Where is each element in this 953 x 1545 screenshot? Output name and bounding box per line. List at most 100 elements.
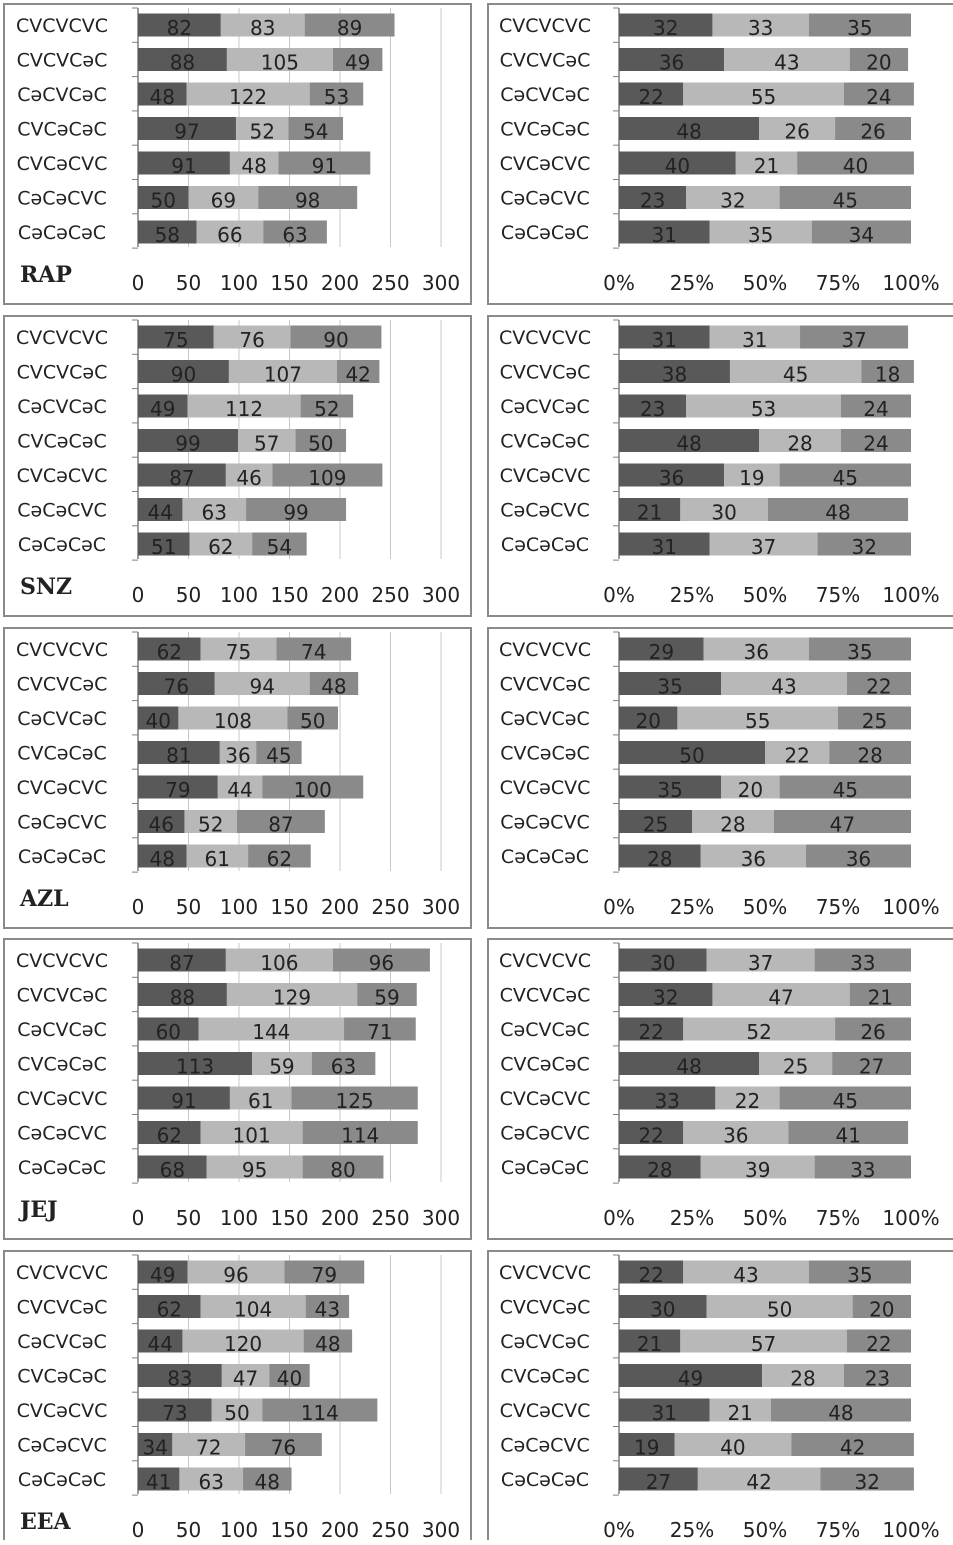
category-label: CəCəCVC (17, 500, 106, 522)
bar-segment-1 (619, 637, 704, 661)
bar-segment-2 (709, 325, 801, 349)
bar-segment-3 (300, 394, 354, 418)
data-label: 28 (720, 813, 745, 837)
data-label: 48 (315, 1332, 340, 1356)
bar-segment-2 (692, 810, 774, 833)
data-label: 35 (748, 223, 773, 247)
data-label: 20 (738, 778, 763, 802)
data-label: 21 (727, 1401, 752, 1425)
category-label: CVCVCVC (16, 639, 108, 661)
data-label: 97 (174, 120, 199, 144)
category-label: CəCəCVC (17, 1435, 106, 1457)
data-label: 49 (345, 51, 370, 75)
bar-segment-3 (820, 1467, 914, 1491)
chart-panel-5: CVCVCVC 62 75 74 CVCVCəC 76 94 48 CəCVCəC 40 108 50… (3, 627, 472, 929)
bar-segment-3 (835, 117, 911, 140)
data-label: 42 (840, 1436, 865, 1460)
data-label: 35 (847, 1263, 872, 1287)
bar-segment-1 (619, 429, 760, 452)
bar-segment-3 (843, 1364, 911, 1387)
bar-segment-2 (179, 1467, 244, 1491)
category-label: CVCəCəC (17, 1054, 106, 1076)
category-label: CVCVCəC (17, 50, 108, 72)
x-tick-label: 25% (670, 895, 714, 919)
data-label: 88 (170, 986, 195, 1010)
data-label: 33 (850, 1158, 875, 1182)
data-label: 40 (665, 154, 690, 178)
bar-segment-3 (357, 983, 417, 1006)
data-label: 40 (145, 709, 170, 733)
data-label: 59 (374, 986, 399, 1010)
data-label: 24 (863, 397, 888, 421)
bar-segment-2 (182, 498, 247, 521)
data-label: 36 (846, 847, 871, 871)
bar-segment-3 (284, 1260, 365, 1284)
bar-segment-3 (838, 706, 911, 730)
category-label: CVCəCəC (17, 119, 106, 141)
data-label: 74 (301, 640, 326, 664)
data-label: 69 (211, 189, 236, 213)
data-label: 81 (166, 744, 191, 768)
x-tick-label: 100% (882, 1518, 939, 1540)
bar-segment-1 (138, 1260, 188, 1284)
x-tick-label: 0% (603, 1206, 635, 1230)
data-label: 43 (315, 1298, 340, 1322)
bar-segment-1 (619, 706, 678, 730)
data-label: 34 (142, 1436, 167, 1460)
x-tick-label: 250 (371, 895, 409, 919)
data-label: 26 (860, 1020, 885, 1044)
category-label: CVCəCVC (17, 153, 108, 175)
bar-segment-2 (184, 810, 237, 833)
panel-frame (487, 1250, 953, 1545)
data-label: 104 (234, 1298, 272, 1322)
data-label: 99 (175, 432, 200, 456)
data-label: 91 (171, 154, 196, 178)
data-label: 45 (833, 466, 858, 490)
bar-segment-3 (304, 13, 395, 37)
category-label: CəCəCVC (500, 500, 589, 522)
data-label: 32 (720, 189, 745, 213)
bar-segment-2 (712, 983, 850, 1006)
data-label: 66 (217, 223, 242, 247)
bar-segment-1 (138, 672, 215, 695)
data-label: 62 (208, 535, 233, 559)
data-label: 129 (273, 986, 311, 1010)
x-tick-label: 100 (220, 1518, 258, 1540)
x-tick-label: 50% (743, 1206, 787, 1230)
x-tick-label: 150 (270, 895, 308, 919)
bar-segment-1 (138, 220, 197, 244)
data-label: 21 (868, 986, 893, 1010)
data-label: 62 (157, 1298, 182, 1322)
x-tick-label: 150 (270, 1518, 308, 1540)
bar-segment-2 (683, 1121, 789, 1144)
x-tick-label: 200 (321, 895, 359, 919)
data-label: 87 (268, 813, 293, 837)
data-label: 91 (171, 1089, 196, 1113)
data-label: 49 (150, 397, 175, 421)
x-tick-label: 100% (882, 1206, 939, 1230)
data-label: 25 (783, 1055, 808, 1079)
data-label: 32 (653, 986, 678, 1010)
bar-segment-1 (138, 117, 236, 140)
data-label: 24 (863, 432, 888, 456)
panel-label: SNZ (20, 574, 72, 600)
bar-segment-2 (186, 82, 310, 106)
data-label: 114 (301, 1401, 339, 1425)
bar-segment-1 (619, 1052, 760, 1075)
bar-segment-2 (674, 1433, 792, 1456)
category-label: CVCəCəC (500, 1366, 589, 1388)
x-tick-label: 50 (176, 1206, 201, 1230)
bar-segment-1 (619, 463, 725, 487)
bar-segment-3 (808, 637, 911, 661)
data-label: 52 (198, 813, 223, 837)
data-label: 87 (169, 466, 194, 490)
data-label: 50 (308, 432, 333, 456)
bar-segment-3 (276, 637, 352, 661)
data-label: 22 (638, 1020, 663, 1044)
bar-segment-3 (840, 429, 911, 452)
bar-segment-2 (680, 1329, 847, 1353)
category-label: CVCVCVC (16, 15, 108, 37)
category-label: CVCVCəC (17, 1297, 108, 1319)
data-label: 99 (283, 501, 308, 525)
data-label: 114 (341, 1124, 379, 1148)
